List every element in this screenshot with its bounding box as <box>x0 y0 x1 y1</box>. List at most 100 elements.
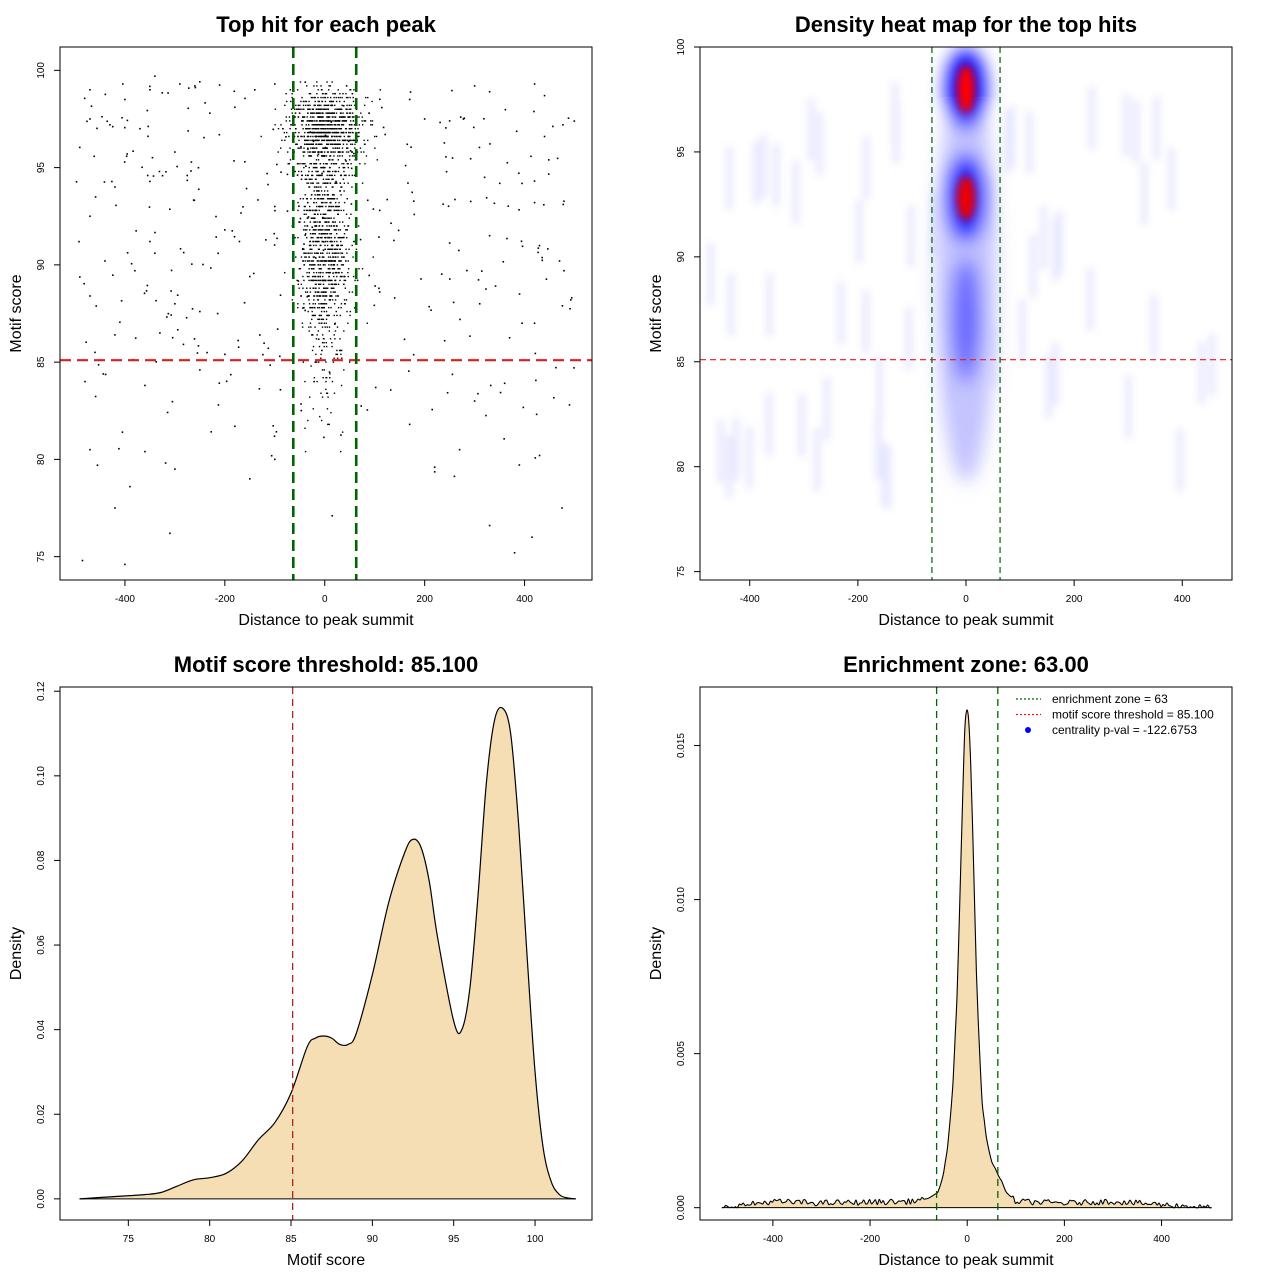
scatter-point <box>339 155 341 157</box>
scatter-point <box>326 252 328 254</box>
scatter-point <box>329 240 331 243</box>
scatter-point <box>333 139 335 142</box>
scatter-point <box>301 322 304 324</box>
heat-streak <box>1088 86 1095 150</box>
heat-streak <box>884 445 891 509</box>
scatter-point <box>334 338 336 340</box>
scatter-point <box>331 283 333 286</box>
scatter-point <box>338 100 341 103</box>
scatter-point <box>458 249 460 252</box>
scatter-point <box>312 120 314 122</box>
scatter-point <box>331 120 333 122</box>
scatter-point <box>485 288 487 290</box>
scatter-point <box>333 268 335 270</box>
scatter-point <box>319 283 321 286</box>
scatter-point <box>327 194 329 196</box>
scatter-point <box>197 345 200 347</box>
scatter-point <box>431 408 434 411</box>
scatter-point <box>325 163 327 165</box>
scatter-point <box>556 157 559 160</box>
scatter-point <box>308 279 310 282</box>
scatter-point <box>322 198 324 200</box>
scatter-point <box>295 104 297 107</box>
scatter-point <box>325 112 327 114</box>
scatter-point <box>334 147 337 149</box>
scatter-point <box>303 279 305 282</box>
scatter-point <box>97 364 100 366</box>
scatter-point <box>350 89 352 91</box>
scatter-point <box>318 108 321 110</box>
scatter-point <box>317 229 320 231</box>
scatter-point <box>351 143 354 145</box>
scatter-point <box>302 116 304 118</box>
scatter-point <box>294 236 296 239</box>
scatter-point <box>313 131 316 134</box>
scatter-point <box>302 361 304 363</box>
scatter-point <box>310 147 312 149</box>
scatter-point <box>306 85 308 87</box>
scatter-point <box>343 174 346 177</box>
scatter-point <box>337 131 340 134</box>
scatter-point <box>324 213 327 215</box>
scatter-point <box>318 225 321 227</box>
scatter-point <box>294 170 296 173</box>
scatter-point <box>311 310 313 313</box>
scatter-point <box>300 403 302 405</box>
scatter-point <box>197 166 200 169</box>
scatter-point <box>569 299 572 301</box>
heatmap-area <box>700 47 1232 580</box>
scatter-point <box>315 124 317 126</box>
scatter-point <box>317 96 319 99</box>
scatter-point <box>308 186 311 188</box>
scatter-point <box>89 88 91 91</box>
scatter-point <box>356 135 359 138</box>
scatter-point <box>300 146 302 148</box>
scatter-point <box>119 321 121 323</box>
scatter-point <box>297 303 299 305</box>
scatter-point <box>295 256 297 258</box>
scatter-point <box>348 116 351 118</box>
chart-title: Motif score threshold: 85.100 <box>174 652 478 677</box>
scatter-point <box>502 260 505 263</box>
scatter-point <box>340 186 342 188</box>
scatter-point <box>296 174 299 176</box>
scatter-point <box>331 198 333 200</box>
scatter-point <box>336 128 338 130</box>
x-tick-label: 85 <box>285 1234 297 1245</box>
scatter-point <box>318 100 320 103</box>
scatter-point <box>561 507 563 509</box>
scatter-point <box>234 106 236 109</box>
scatter-point <box>533 201 536 204</box>
scatter-point <box>321 205 324 208</box>
scatter-point <box>285 135 287 138</box>
scatter-point <box>327 248 329 251</box>
scatter-point <box>338 252 340 254</box>
scatter-point <box>83 282 85 285</box>
scatter-point <box>569 307 571 310</box>
scatter-point <box>321 112 323 114</box>
scatter-point <box>199 369 201 371</box>
scatter-point <box>345 213 348 215</box>
scatter-point <box>315 159 318 161</box>
scatter-point <box>317 291 320 293</box>
scatter-point <box>535 413 538 416</box>
scatter-point <box>311 147 314 149</box>
scatter-point <box>244 160 246 163</box>
scatter-point <box>390 222 392 225</box>
scatter-point <box>304 174 307 177</box>
scatter-point <box>303 306 305 309</box>
scatter-point <box>319 314 321 317</box>
scatter-point <box>477 392 479 395</box>
scatter-point <box>358 116 360 118</box>
scatter-point <box>316 295 318 297</box>
scatter-point <box>314 306 316 309</box>
scatter-point <box>352 256 354 258</box>
scatter-point <box>506 161 509 164</box>
scatter-point <box>326 392 329 394</box>
heat-streak <box>792 160 799 224</box>
scatter-point <box>317 338 320 341</box>
scatter-point <box>330 124 332 126</box>
scatter-point <box>451 373 454 376</box>
scatter-point <box>340 112 342 114</box>
scatter-point <box>341 236 344 239</box>
